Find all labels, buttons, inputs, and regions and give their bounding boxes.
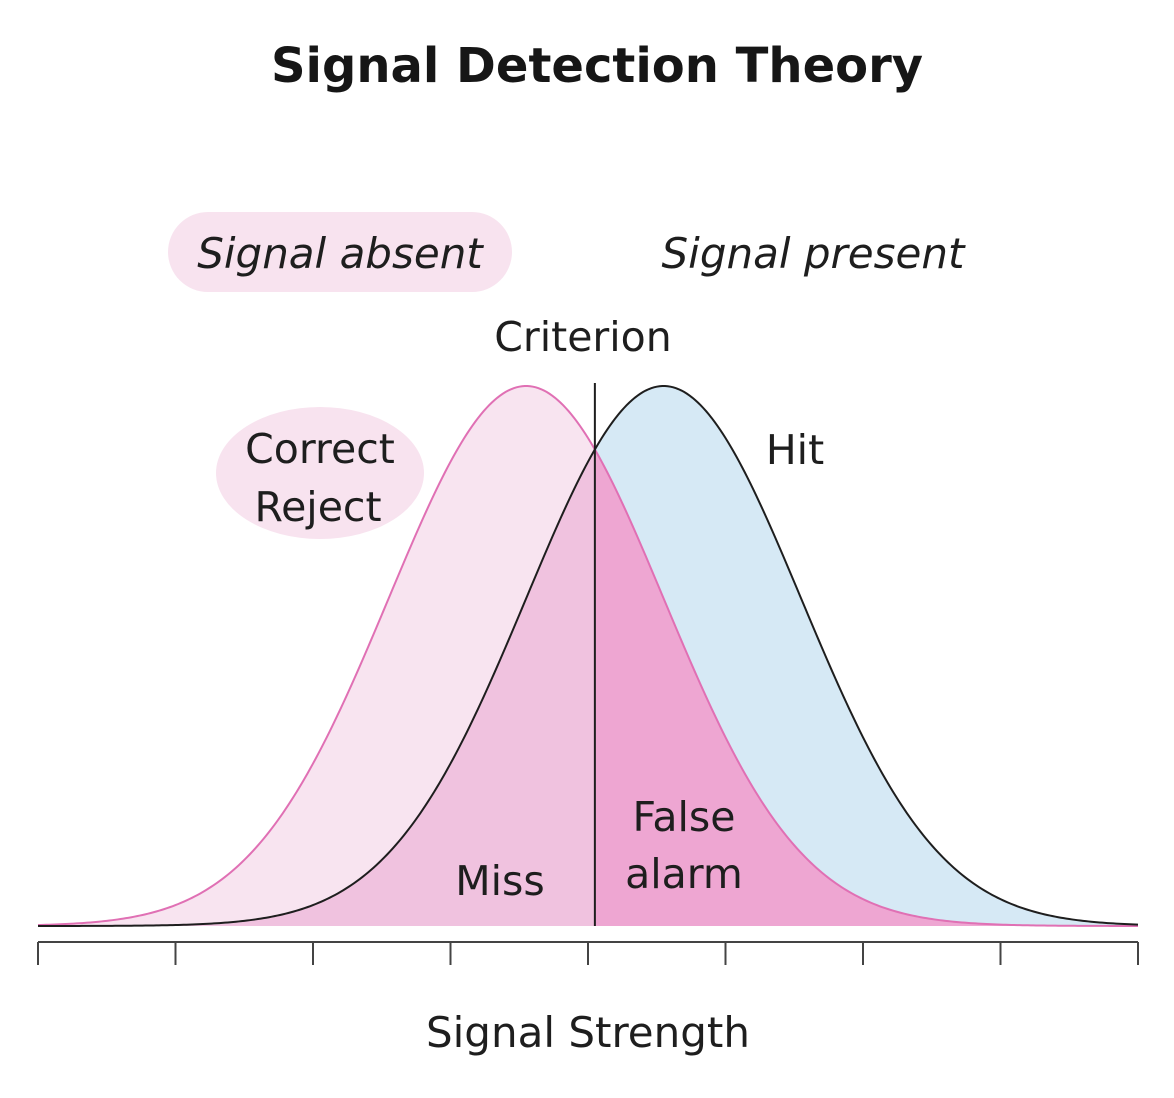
signal-absent-curve	[37, 385, 1138, 927]
miss-label: Miss	[455, 857, 545, 905]
criterion-label: Criterion	[494, 313, 672, 361]
false-alarm-label-line1: False	[633, 793, 736, 841]
miss-region	[38, 449, 595, 926]
diagram-title: Signal Detection Theory	[271, 38, 923, 94]
x-axis-label: Signal Strength	[426, 1008, 750, 1057]
x-axis	[37, 941, 1139, 965]
distribution-regions	[37, 383, 1139, 927]
false-alarm-label-line2: alarm	[625, 850, 743, 898]
signal-present-curve	[38, 385, 1139, 927]
correct-reject-label-line2: Reject	[254, 483, 381, 531]
correct-reject-label-line1: Correct	[245, 425, 395, 473]
signal-present-label: Signal present	[662, 229, 966, 278]
hit-label: Hit	[766, 426, 824, 474]
signal-absent-label: Signal absent	[197, 229, 484, 278]
signal-absent-highlight	[168, 212, 512, 292]
correct-reject-highlight	[216, 407, 424, 539]
false-alarm-region	[594, 449, 1138, 926]
